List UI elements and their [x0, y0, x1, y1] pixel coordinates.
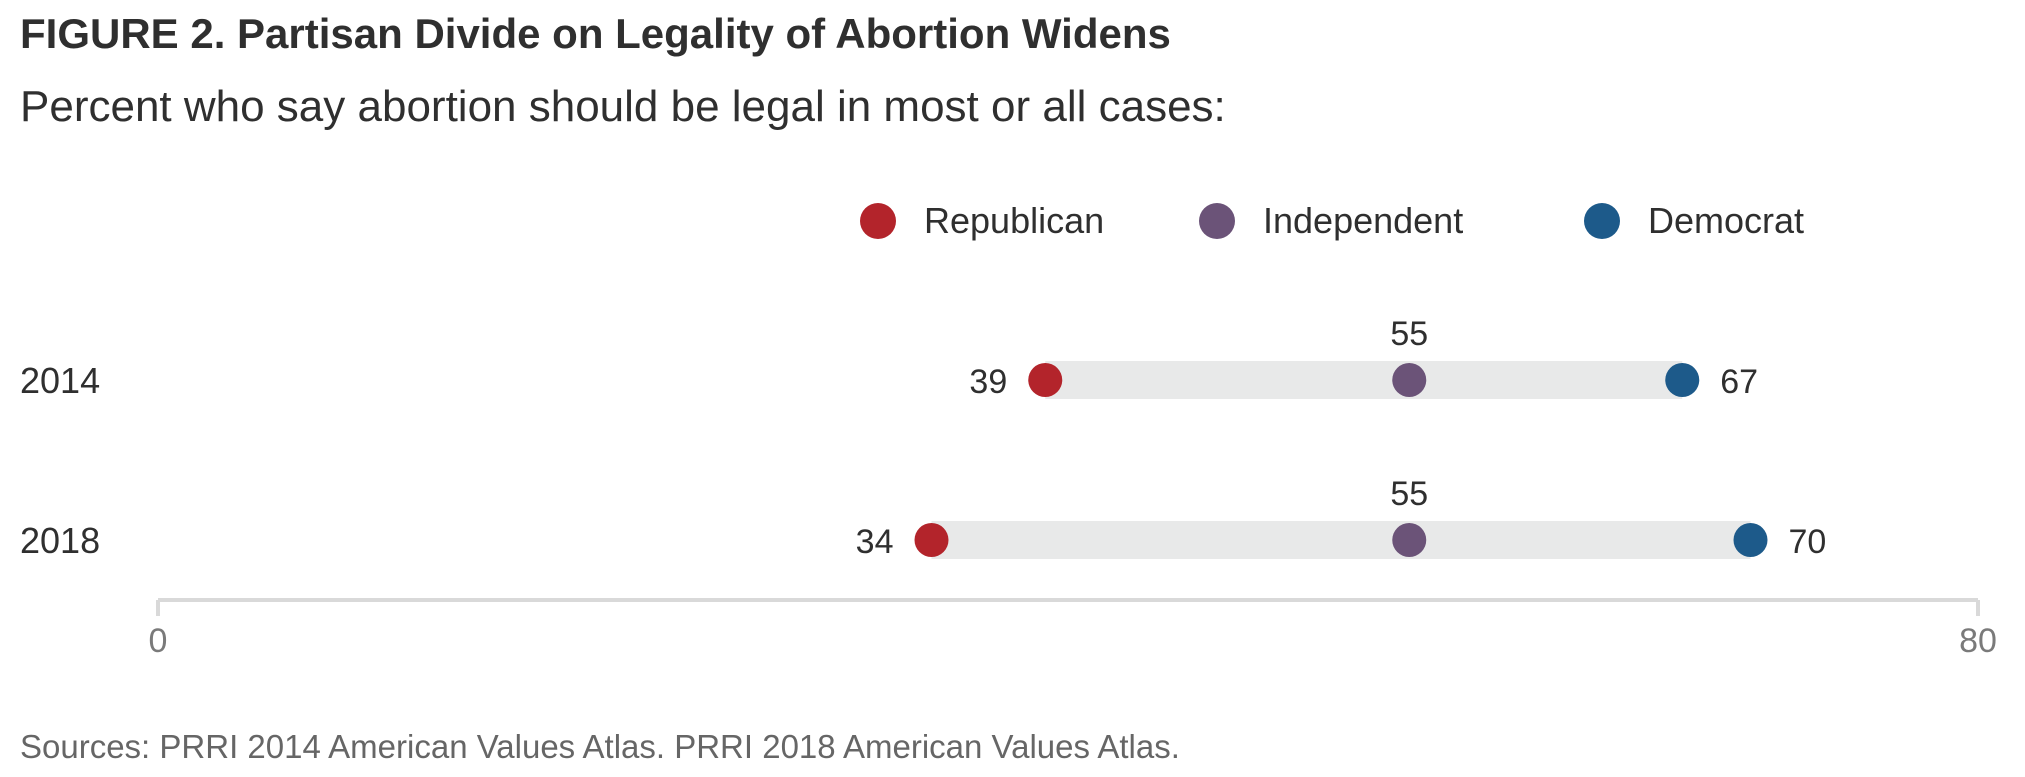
dot-republican-2014 — [1028, 363, 1063, 397]
range-bar-2018 — [931, 521, 1751, 559]
dot-independent-2014 — [1392, 363, 1427, 397]
data-label-independent-2018: 55 — [1390, 475, 1428, 513]
dot-republican-2018 — [914, 523, 949, 557]
legend-marker-democrat — [1584, 203, 1620, 239]
chart-rows: 2014 39 55 67 2018 34 55 70 — [20, 315, 1826, 561]
data-label-independent-2014: 55 — [1390, 315, 1428, 353]
data-label-democrat-2014: 67 — [1720, 363, 1758, 401]
x-tick-label-80: 80 — [1959, 622, 1997, 660]
data-label-democrat-2018: 70 — [1789, 523, 1827, 561]
range-bar-2014 — [1045, 361, 1683, 399]
legend-marker-republican — [860, 203, 896, 239]
row-label-2018: 2018 — [20, 520, 100, 561]
legend-label-democrat: Democrat — [1648, 200, 1804, 241]
dot-democrat-2018 — [1733, 523, 1768, 557]
x-axis: 0 80 — [149, 598, 1997, 660]
data-label-republican-2018: 34 — [856, 523, 894, 561]
data-label-republican-2014: 39 — [969, 363, 1007, 401]
row-label-2014: 2014 — [20, 360, 100, 401]
source-note: Sources: PRRI 2014 American Values Atlas… — [20, 728, 1180, 765]
legend-marker-independent — [1199, 203, 1235, 239]
dot-democrat-2014 — [1665, 363, 1700, 397]
legend-label-independent: Independent — [1263, 200, 1463, 241]
chart-legend: Republican Independent Democrat — [860, 200, 1804, 241]
legend-label-republican: Republican — [924, 200, 1104, 241]
dot-independent-2018 — [1392, 523, 1427, 557]
chart-title: FIGURE 2. Partisan Divide on Legality of… — [20, 10, 1171, 57]
chart-subtitle: Percent who say abortion should be legal… — [20, 82, 1226, 131]
x-tick-label-0: 0 — [149, 622, 168, 660]
